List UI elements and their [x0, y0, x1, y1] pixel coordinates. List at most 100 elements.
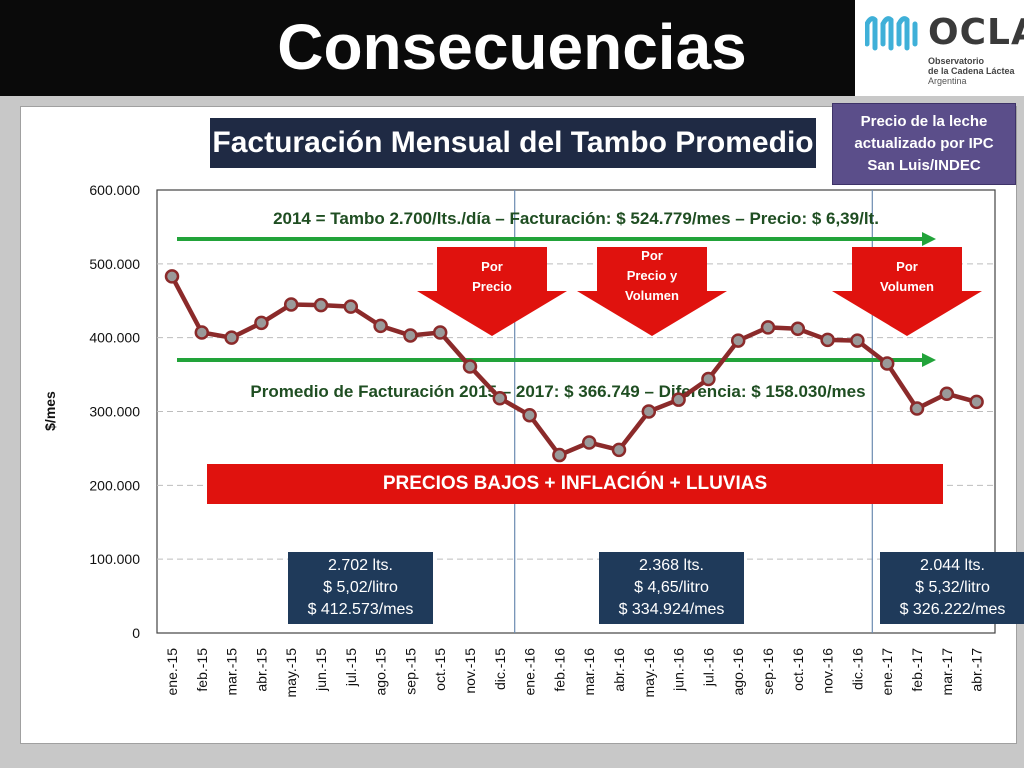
x-tick-label: may.-16: [641, 648, 657, 698]
data-point: [164, 269, 180, 284]
x-tick-label: ene.-15: [164, 648, 180, 696]
arrow-label: Volumen: [625, 288, 679, 303]
info-liters: 2.044 lts.: [920, 557, 985, 574]
data-point: [969, 394, 984, 410]
logo-text: OCLA: [928, 12, 1024, 53]
x-tick-label: jun.-16: [671, 648, 687, 692]
info-price: $ 5,02/litro: [323, 579, 398, 596]
y-tick-label: 600.000: [89, 182, 140, 198]
annotation-average: Promedio de Facturación 2015 – 2017: $ 3…: [250, 382, 865, 401]
x-tick-label: jul.-15: [343, 648, 359, 687]
data-point: [850, 333, 865, 348]
data-point: [760, 320, 776, 335]
data-point: [909, 401, 925, 416]
x-tick-label: jul.-16: [700, 648, 716, 687]
data-point: [462, 359, 478, 374]
logo-sub-line: Argentina: [928, 76, 967, 86]
x-tick-label: sep.-16: [760, 648, 776, 695]
note-line: San Luis/INDEC: [867, 157, 981, 174]
logo-sub-line: Observatorio: [928, 56, 985, 66]
data-point: [403, 328, 418, 343]
x-tick-label: mar.-16: [581, 648, 597, 696]
data-point: [939, 386, 955, 402]
x-tick-label: oct.-16: [790, 648, 806, 691]
series-line: [170, 275, 978, 458]
x-tick-label: may.-15: [283, 648, 299, 698]
data-point: [224, 330, 239, 345]
info-billing: $ 412.573/mes: [307, 601, 414, 618]
data-point: [373, 318, 388, 334]
data-point: [701, 371, 716, 387]
data-point: [432, 325, 448, 340]
x-tick-label: oct.-15: [432, 648, 448, 691]
y-tick-label: 200.000: [89, 477, 140, 493]
note-line: Precio de la leche: [860, 113, 988, 130]
x-tick-label: mar.-15: [224, 648, 240, 696]
info-liters: 2.702 lts.: [328, 557, 393, 574]
data-point: [254, 315, 269, 331]
x-tick-label: ene.-17: [879, 648, 895, 696]
x-tick-label: abr.-15: [253, 648, 269, 692]
down-arrow: [417, 247, 567, 336]
x-tick-label: nov.-16: [820, 648, 836, 694]
note-box: Precio de la leche actualizado por IPC S…: [832, 103, 1016, 185]
note-line: actualizado por IPC: [854, 135, 994, 152]
data-point: [820, 332, 835, 348]
data-point: [879, 356, 895, 371]
data-point: [522, 407, 537, 423]
info-box-2016: 2.368 lts. $ 4,65/litro $ 334.924/mes: [599, 552, 744, 624]
logo-sub-line: de la Cadena Láctea: [928, 66, 1015, 76]
data-point: [552, 447, 567, 463]
x-tick-label: abr.-16: [611, 648, 627, 692]
down-arrow: [577, 247, 727, 336]
y-tick-label: 100.000: [89, 551, 140, 567]
data-point: [283, 297, 299, 312]
data-point: [581, 435, 597, 450]
arrow-label: Precio y: [627, 268, 678, 283]
data-point: [671, 392, 686, 407]
x-tick-label: ago.-15: [373, 648, 389, 696]
data-point: [790, 321, 806, 337]
y-tick-label: 0: [132, 625, 140, 641]
annotation-2014: 2014 = Tambo 2.700/lts./día – Facturació…: [273, 209, 879, 228]
info-price: $ 5,32/litro: [915, 579, 990, 596]
logo-subtitle: Observatorio de la Cadena Láctea Argenti…: [928, 56, 1015, 86]
cause-banner: PRECIOS BAJOS + INFLACIÓN + LLUVIAS: [207, 464, 943, 504]
data-point: [313, 297, 329, 313]
x-tick-label: ene.-16: [522, 648, 538, 696]
green-arrow-2014-head: [922, 232, 936, 246]
arrow-label: Precio: [472, 279, 512, 294]
ocla-logo-icon: [865, 16, 918, 51]
info-billing: $ 334.924/mes: [618, 601, 725, 618]
arrow-label: Por: [896, 259, 918, 274]
data-point: [641, 404, 657, 419]
x-tick-label: feb.-17: [909, 648, 925, 692]
y-tick-label: 300.000: [89, 404, 140, 420]
data-point: [194, 325, 210, 340]
info-liters: 2.368 lts.: [639, 557, 704, 574]
data-point: [492, 390, 508, 406]
x-tick-label: mar.-17: [939, 648, 955, 696]
data-point: [730, 333, 746, 348]
x-tick-label: feb.-16: [551, 648, 567, 692]
page-title: Consecuencias: [277, 11, 747, 83]
x-tick-label: dic.-16: [849, 648, 865, 690]
logo: [855, 0, 1024, 96]
arrow-label: Por: [481, 259, 503, 274]
down-arrow: [832, 247, 982, 336]
green-arrow-average-head: [922, 353, 936, 367]
x-tick-label: jun.-15: [313, 648, 329, 692]
y-tick-label: 400.000: [89, 330, 140, 346]
y-axis-label: $/mes: [42, 391, 58, 431]
x-tick-label: nov.-15: [462, 648, 478, 694]
x-tick-label: abr.-17: [969, 648, 985, 692]
info-box-2017: 2.044 lts. $ 5,32/litro $ 326.222/mes: [880, 552, 1024, 624]
arrow-label: Por: [641, 248, 663, 263]
chart-title: Facturación Mensual del Tambo Promedio: [210, 118, 816, 168]
info-billing: $ 326.222/mes: [899, 601, 1006, 618]
data-point: [611, 442, 627, 458]
x-tick-label: sep.-15: [402, 648, 418, 695]
y-tick-label: 500.000: [89, 256, 140, 272]
title-bar: [0, 0, 1024, 96]
